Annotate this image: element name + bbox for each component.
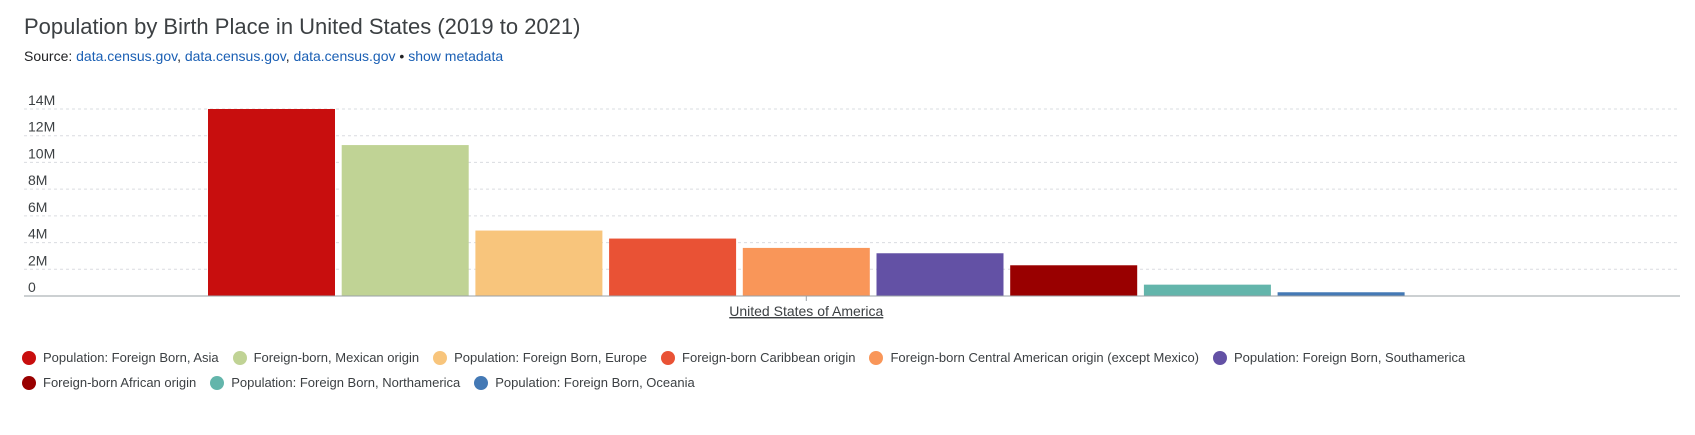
bar-9[interactable] — [1277, 292, 1405, 296]
legend-label: Foreign-born, Mexican origin — [253, 350, 420, 365]
legend-item[interactable]: Population: Foreign Born, Northamerica — [210, 375, 460, 390]
legend-item[interactable]: Population: Foreign Born, Southamerica — [1213, 350, 1465, 365]
bar-3[interactable] — [475, 230, 603, 296]
legend-swatch — [22, 375, 36, 390]
legend-label: Foreign-born Central American origin (ex… — [890, 350, 1199, 365]
bar-4[interactable] — [609, 238, 737, 296]
source-link-2[interactable]: data.census.gov — [184, 48, 286, 64]
x-tick-label[interactable]: United States of America — [729, 303, 883, 319]
y-tick-label: 8M — [28, 172, 47, 188]
legend-item[interactable]: Foreign-born Central American origin (ex… — [869, 350, 1199, 365]
source-line: Source: data.census.gov, data.census.gov… — [24, 48, 504, 64]
y-tick-label: 4M — [28, 226, 47, 242]
bar-2[interactable] — [341, 145, 469, 296]
legend-swatch — [433, 350, 448, 365]
legend-label: Population: Foreign Born, Southamerica — [1234, 350, 1466, 365]
legend-row: Foreign-born African origin Population: F… — [22, 370, 1662, 395]
legend-label: Population: Foreign Born, Northamerica — [231, 375, 461, 390]
legend-swatch — [1213, 350, 1227, 365]
y-tick-label: 14M — [28, 92, 55, 108]
bar-8[interactable] — [1143, 284, 1271, 296]
legend-item[interactable]: Population: Foreign Born, Asia — [22, 350, 219, 365]
legend-swatch — [661, 350, 676, 365]
legend-swatch — [474, 375, 489, 390]
chart-legend: Population: Foreign Born, Asia Foreign-bo… — [22, 345, 1662, 395]
bar-6[interactable] — [876, 253, 1004, 296]
source-separator: • — [399, 48, 405, 64]
legend-label: Foreign-born Caribbean origin — [682, 350, 856, 365]
y-tick-label: 2M — [28, 252, 47, 268]
legend-item[interactable]: Foreign-born, Mexican origin — [232, 350, 420, 365]
legend-swatch — [232, 350, 247, 365]
legend-label: Population: Foreign Born, Europe — [454, 350, 648, 365]
show-metadata-link[interactable]: show metadata — [408, 48, 504, 64]
bar-chart: 0 2M 4M 6M 8M 10M 12M 14M United States of Ameri… — [24, 92, 1680, 319]
legend-swatch — [210, 375, 225, 390]
legend-item[interactable]: Foreign-born Caribbean origin — [661, 350, 855, 365]
source-prefix: Source: — [24, 48, 73, 64]
source-link-3[interactable]: data.census.gov — [293, 48, 396, 64]
legend-item[interactable]: Population: Foreign Born, Europe — [433, 350, 647, 365]
y-tick-label: 12M — [28, 119, 55, 135]
legend-label: Foreign-born African origin — [43, 375, 197, 390]
y-tick-label: 10M — [28, 145, 55, 161]
chart-title: Population by Birth Place in United Stat… — [24, 14, 581, 39]
legend-item[interactable]: Foreign-born African origin — [22, 375, 196, 390]
legend-swatch — [869, 350, 884, 365]
bar-1[interactable] — [208, 109, 335, 296]
y-tick-label: 0 — [28, 279, 36, 295]
legend-item[interactable]: Population: Foreign Born, Oceania — [474, 375, 695, 390]
legend-swatch — [22, 350, 36, 365]
source-link-1[interactable]: data.census.gov — [76, 48, 178, 64]
bar-7[interactable] — [1010, 265, 1138, 296]
legend-row: Population: Foreign Born, Asia Foreign-bo… — [22, 345, 1662, 370]
legend-label: Population: Foreign Born, Asia — [43, 350, 219, 365]
legend-label: Population: Foreign Born, Oceania — [495, 375, 695, 390]
y-tick-label: 6M — [28, 199, 47, 215]
bar-5[interactable] — [742, 247, 870, 296]
